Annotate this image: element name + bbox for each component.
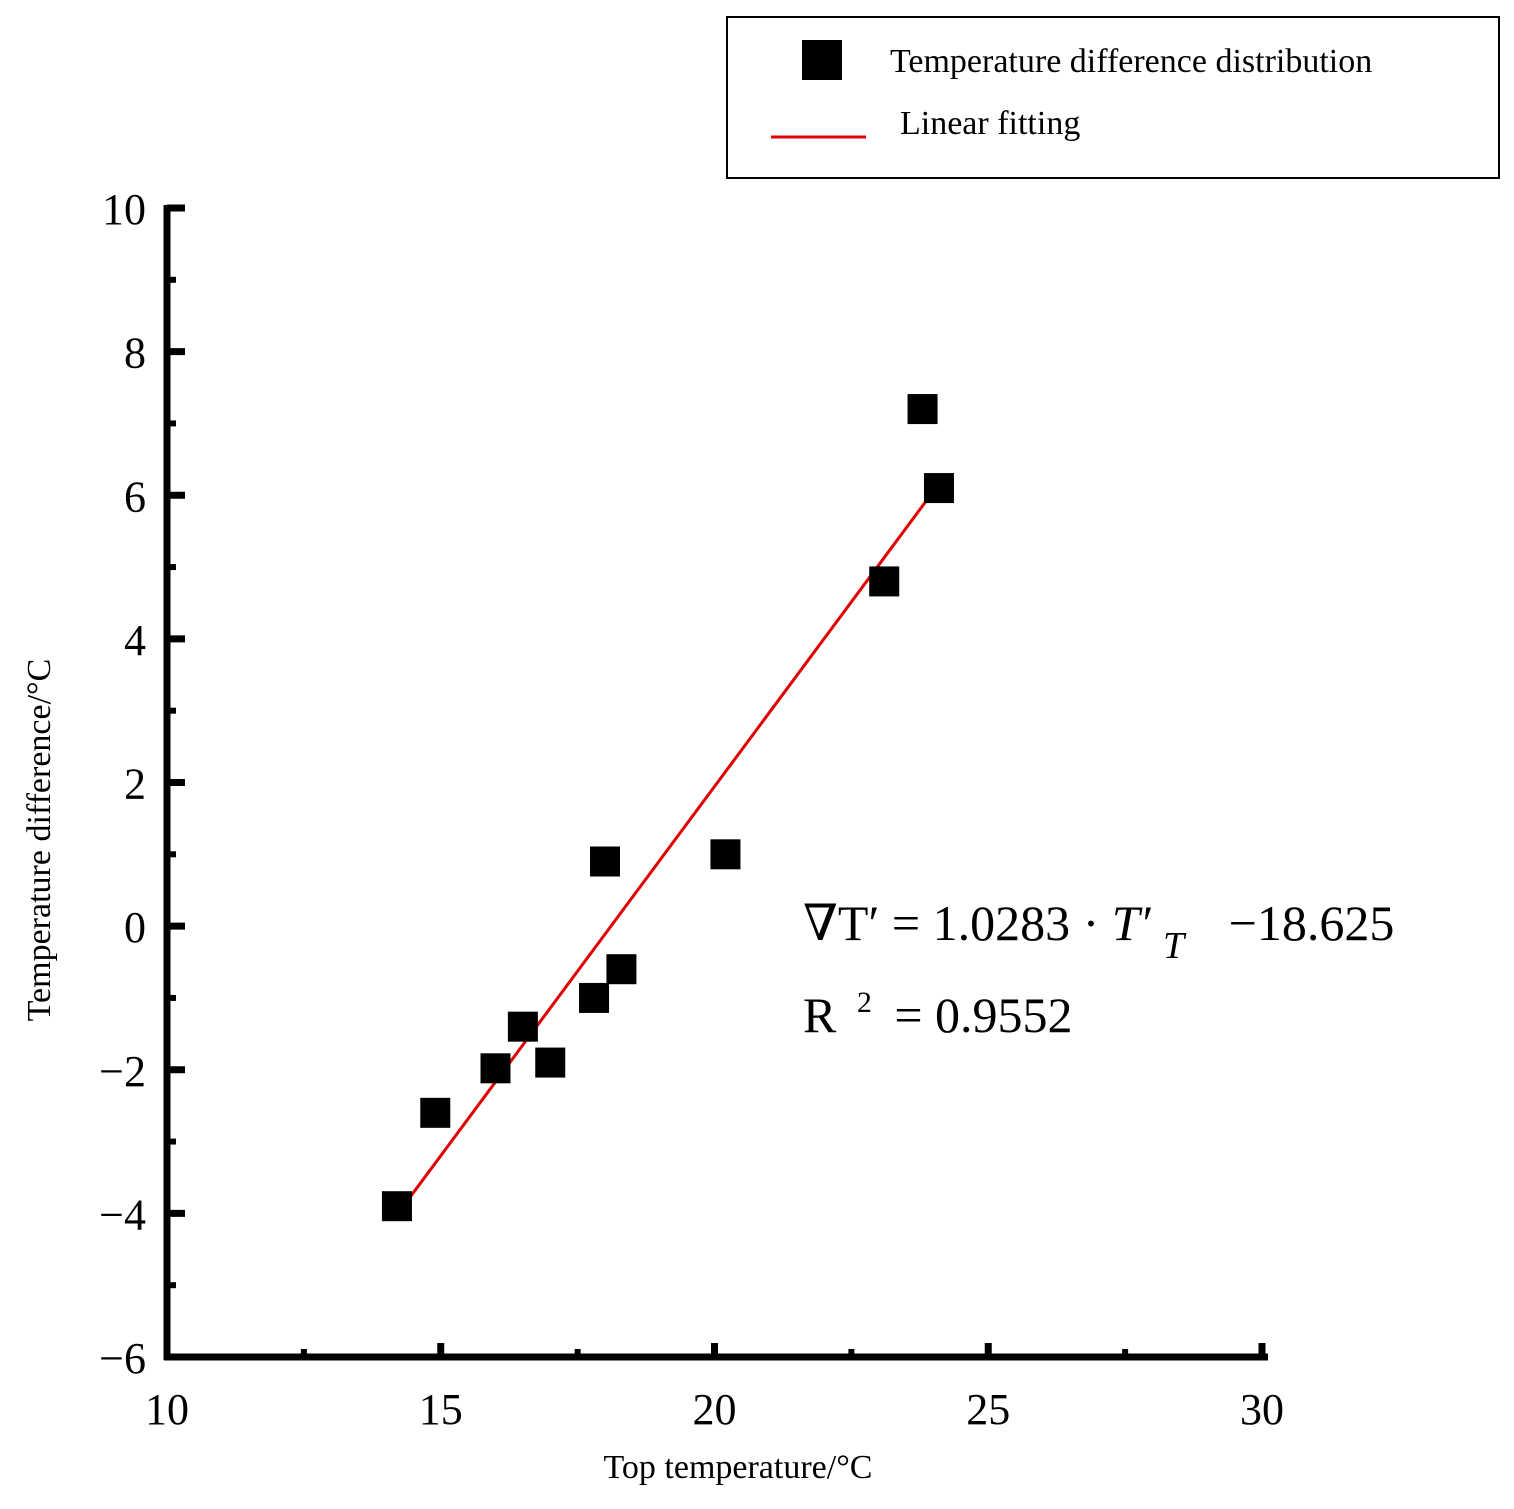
r-squared-value: = 0.9552 <box>894 987 1072 1043</box>
legend-box <box>726 16 1500 179</box>
x-tick-label: 20 <box>693 1385 737 1434</box>
data-point <box>590 846 620 877</box>
data-point <box>381 1191 412 1222</box>
legend-marker-scatter <box>802 40 842 80</box>
y-tick-label: −6 <box>99 1334 146 1383</box>
r-squared-superscript: 2 <box>857 986 872 1019</box>
r-squared-text: R 2 = 0.9552 <box>803 967 1073 1043</box>
data-point <box>420 1097 451 1128</box>
equation-text: ∇T′ = 1.0283 · T′ T −18.625 <box>803 895 1394 969</box>
y-tick-label: 4 <box>124 616 146 665</box>
data-point <box>869 566 900 597</box>
data-point <box>507 1011 538 1042</box>
data-point <box>535 1047 566 1078</box>
x-tick-label: 30 <box>1240 1385 1284 1434</box>
regression-equation: ∇T′ = 1.0283 · T′ T −18.625 R 2 = 0.9552 <box>803 895 1394 1043</box>
r-squared-label: R <box>803 987 837 1043</box>
data-point <box>710 839 741 870</box>
equation-variable: T′ <box>1112 895 1152 951</box>
y-tick-label: 10 <box>102 185 146 234</box>
x-tick-labels: 10 15 20 25 30 <box>145 1385 1284 1434</box>
fit-line <box>395 482 941 1216</box>
fit-line-layer <box>395 482 941 1216</box>
legend-label-line: Linear fitting <box>900 105 1080 142</box>
data-point <box>907 394 938 425</box>
x-tick-label: 25 <box>966 1385 1010 1434</box>
legend-label-scatter: Temperature difference distribution <box>890 43 1372 80</box>
x-tick-label: 10 <box>145 1385 189 1434</box>
y-tick-label: −2 <box>99 1047 146 1096</box>
data-point <box>579 982 610 1013</box>
x-axis-title: Top temperature/°C <box>604 1449 873 1486</box>
y-tick-labels: −6 −4 −2 0 2 4 6 8 10 <box>99 185 146 1383</box>
data-point <box>606 954 637 985</box>
legend: Temperature difference distribution Line… <box>726 16 1500 179</box>
y-tick-label: 8 <box>124 329 146 378</box>
y-tick-label: −4 <box>99 1190 146 1239</box>
data-points-layer <box>381 394 954 1222</box>
data-point <box>480 1053 511 1084</box>
data-point <box>923 473 954 504</box>
equation-lhs: ∇T′ = 1.0283 · <box>803 895 1112 951</box>
y-tick-label: 0 <box>124 903 146 952</box>
y-axis-title: Temperature difference/°C <box>21 659 58 1022</box>
y-tick-label: 6 <box>124 472 146 521</box>
x-tick-label: 15 <box>419 1385 463 1434</box>
y-tick-label: 2 <box>124 760 146 809</box>
equation-subscript: T <box>1163 925 1187 967</box>
equation-constant: −18.625 <box>1229 895 1395 951</box>
ticks <box>163 204 1266 1361</box>
